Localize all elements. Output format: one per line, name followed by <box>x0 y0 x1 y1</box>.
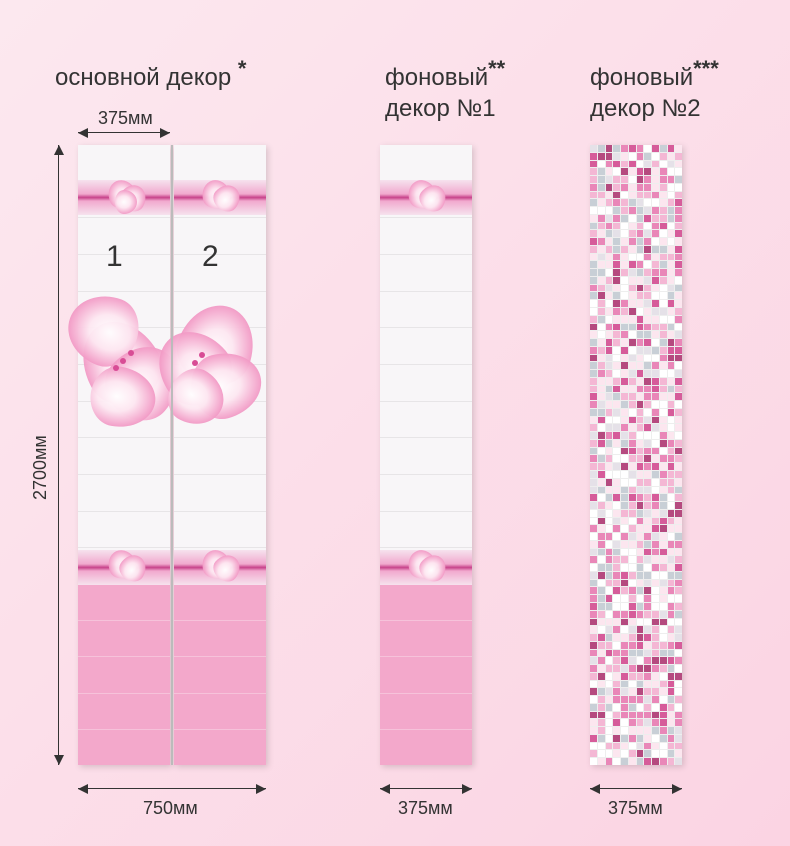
title-main-stars: * <box>238 56 247 81</box>
title-bg2-stars: *** <box>693 56 719 81</box>
dim-label-bg2: 375мм <box>608 798 663 819</box>
main-panel-separator <box>171 145 173 765</box>
flower-band-lower-2 <box>174 550 266 585</box>
dim-arrow-top-375 <box>78 132 170 133</box>
pink-block-1 <box>78 585 170 765</box>
pink-block-2 <box>174 585 266 765</box>
title-bg2-sub: декор №2 <box>590 95 701 122</box>
bg1-pink-block <box>380 585 472 765</box>
panel-number-2: 2 <box>202 240 219 274</box>
title-bg1-stars: ** <box>488 56 505 81</box>
dim-arrow-bg2 <box>590 788 682 789</box>
dim-arrow-height <box>58 145 59 765</box>
mosaic-tiles <box>590 145 682 765</box>
dim-label-top-375: 375мм <box>98 108 153 129</box>
dim-label-bottom-750: 750мм <box>143 798 198 819</box>
bg1-flower-band-lower <box>380 550 472 585</box>
flower-band-lower-1 <box>78 550 170 585</box>
panel-number-1: 1 <box>106 240 123 274</box>
title-main-text: основной декор <box>55 64 231 91</box>
title-bg1: фоновый** декор №1 <box>385 55 505 124</box>
title-bg2: фоновый*** декор №2 <box>590 55 719 124</box>
title-main: основной декор * <box>55 55 246 93</box>
dim-label-height: 2700мм <box>30 435 51 500</box>
title-bg2-text: фоновый <box>590 64 693 91</box>
title-bg1-sub: декор №1 <box>385 95 496 122</box>
dim-arrow-bottom-750 <box>78 788 266 789</box>
title-bg1-text: фоновый <box>385 64 488 91</box>
flower-band-upper-1 <box>78 180 170 215</box>
dim-label-bg1: 375мм <box>398 798 453 819</box>
main-panel-2: 2 <box>174 145 266 765</box>
flower-band-upper-2 <box>174 180 266 215</box>
bg1-panel <box>380 145 472 765</box>
bg1-flower-band-upper <box>380 180 472 215</box>
dim-arrow-bg1 <box>380 788 472 789</box>
bg2-panel <box>590 145 682 765</box>
main-panel-1: 1 <box>78 145 170 765</box>
